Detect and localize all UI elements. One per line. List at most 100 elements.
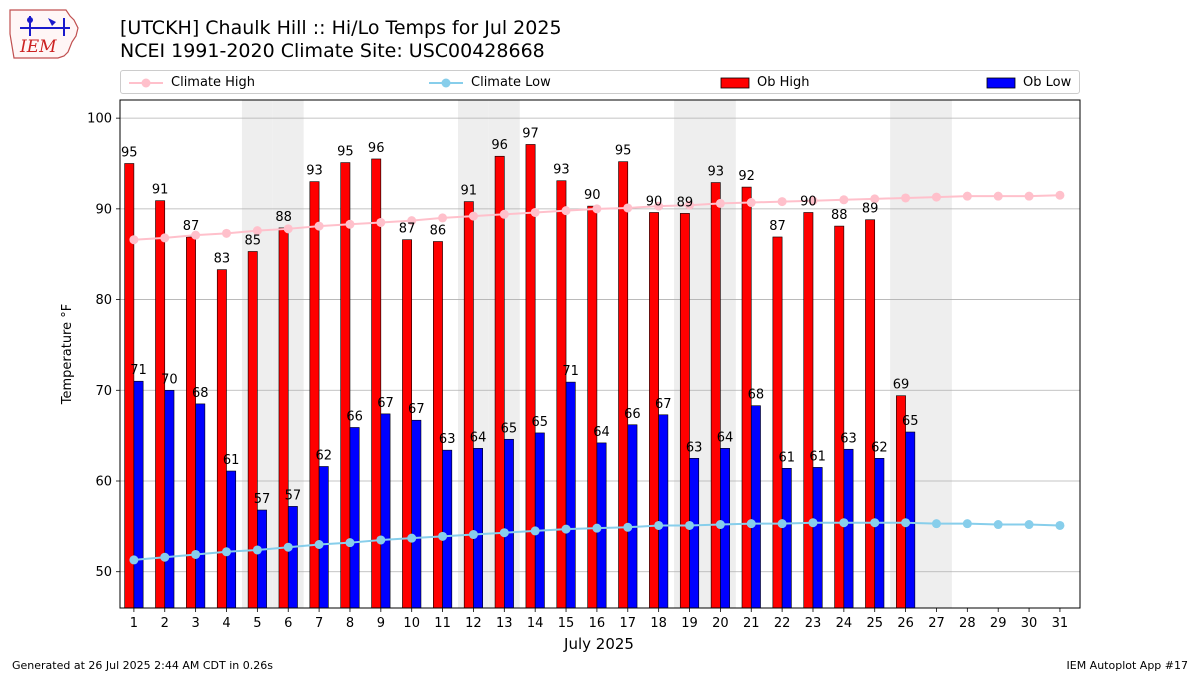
x-tick-label: 17: [620, 616, 637, 631]
x-tick-label: 7: [315, 616, 323, 631]
climate-high-point: [993, 191, 1003, 201]
ob-low-swatch-icon: [986, 77, 1016, 89]
legend: Climate High Climate Low Ob High Ob Low: [120, 70, 1080, 94]
ob-high-bar: [494, 155, 505, 609]
ob-high-bar: [618, 161, 629, 609]
climate-high-line-icon: [129, 78, 163, 88]
climate-high-point: [901, 193, 911, 203]
x-tick-label: 8: [346, 616, 354, 631]
ob-high-label: 85: [244, 233, 261, 248]
logo-text: IEM: [19, 37, 57, 57]
climate-low-point: [870, 518, 880, 528]
climate-high-point: [438, 213, 448, 223]
x-tick-label: 18: [650, 616, 667, 631]
ob-low-bar: [164, 389, 175, 609]
ob-low-label: 66: [624, 407, 641, 422]
climate-high-point: [1055, 190, 1065, 200]
climate-high-point: [962, 191, 972, 201]
ob-low-label: 61: [223, 453, 240, 468]
x-tick-label: 23: [805, 616, 822, 631]
ob-high-bar: [433, 241, 443, 609]
x-tick-label: 5: [253, 616, 261, 631]
ob-high-label: 89: [677, 195, 694, 210]
ob-low-bar: [133, 380, 144, 609]
y-axis-label: Temperature °F: [60, 304, 75, 405]
climate-high-point: [931, 192, 941, 202]
climate-low-point: [1055, 520, 1065, 530]
ob-low-label: 68: [748, 388, 765, 403]
climate-high-point: [191, 230, 201, 240]
x-tick-label: 10: [403, 616, 420, 631]
x-tick-label: 13: [496, 616, 513, 631]
ob-high-label: 90: [646, 194, 663, 209]
x-tick-label: 6: [284, 616, 292, 631]
ob-high-label: 96: [491, 138, 508, 153]
climate-low-point: [252, 545, 262, 555]
ob-high-bar: [402, 239, 413, 609]
ob-low-label: 57: [254, 492, 271, 507]
ob-low-label: 67: [377, 396, 394, 411]
ob-high-bar: [155, 200, 166, 609]
climate-low-point: [592, 523, 602, 533]
ob-low-bar: [534, 432, 545, 609]
ob-low-label: 67: [408, 402, 425, 417]
ob-high-label: 93: [707, 165, 724, 180]
ob-high-label: 95: [615, 144, 632, 159]
climate-low-point: [530, 526, 540, 536]
climate-low-point: [962, 519, 972, 529]
chart-title: [UTCKH] Chaulk Hill :: Hi/Lo Temps for J…: [120, 17, 562, 39]
ob-high-label: 95: [121, 146, 138, 161]
x-tick-label: 26: [897, 616, 914, 631]
x-tick-label: 27: [928, 616, 945, 631]
ob-low-bar: [411, 419, 422, 609]
ob-high-label: 97: [522, 126, 539, 141]
x-tick-label: 9: [377, 616, 385, 631]
x-tick-label: 1: [130, 616, 138, 631]
climate-low-point: [468, 530, 478, 540]
climate-high-point: [160, 233, 170, 243]
ob-low-bar: [565, 381, 576, 609]
y-tick-label: 60: [95, 475, 112, 490]
ob-low-label: 70: [161, 372, 178, 387]
y-tick-label: 50: [95, 565, 112, 580]
ob-low-label: 66: [346, 409, 363, 424]
x-tick-label: 20: [712, 616, 729, 631]
ob-low-label: 57: [285, 488, 302, 503]
climate-high-point: [870, 194, 880, 204]
x-tick-label: 29: [990, 616, 1007, 631]
climate-low-point: [777, 519, 787, 529]
ob-high-label: 91: [152, 183, 169, 198]
x-tick-label: 21: [743, 616, 760, 631]
x-tick-label: 19: [681, 616, 698, 631]
climate-high-point: [345, 219, 355, 229]
x-tick-label: 4: [222, 616, 230, 631]
climate-high-point: [376, 217, 386, 227]
climate-high-point: [129, 235, 139, 245]
legend-label-climate-high: Climate High: [171, 75, 256, 90]
ob-low-bar: [380, 413, 391, 609]
climate-high-point: [407, 216, 417, 226]
climate-high-point: [746, 198, 756, 208]
ob-high-bar: [834, 225, 845, 609]
climate-high-point: [777, 197, 787, 207]
ob-high-bar: [463, 201, 474, 609]
climate-low-point: [808, 518, 818, 528]
ob-high-label: 88: [831, 208, 848, 223]
ob-low-label: 63: [686, 440, 703, 455]
ob-low-label: 61: [809, 449, 826, 464]
ob-low-bar: [874, 458, 885, 609]
x-tick-label: 12: [465, 616, 482, 631]
ob-low-bar: [287, 506, 298, 609]
ob-low-label: 71: [562, 364, 579, 379]
climate-low-point: [623, 522, 633, 532]
x-tick-label: 22: [774, 616, 791, 631]
ob-high-label: 93: [306, 164, 323, 179]
ob-low-bar: [504, 438, 514, 609]
ob-high-bar: [216, 269, 227, 609]
ob-high-bar: [587, 205, 598, 609]
ob-low-bar: [226, 470, 237, 609]
app-credit: IEM Autoplot App #17: [1066, 659, 1189, 672]
climate-high-point: [530, 207, 540, 217]
ob-low-label: 71: [130, 363, 147, 378]
